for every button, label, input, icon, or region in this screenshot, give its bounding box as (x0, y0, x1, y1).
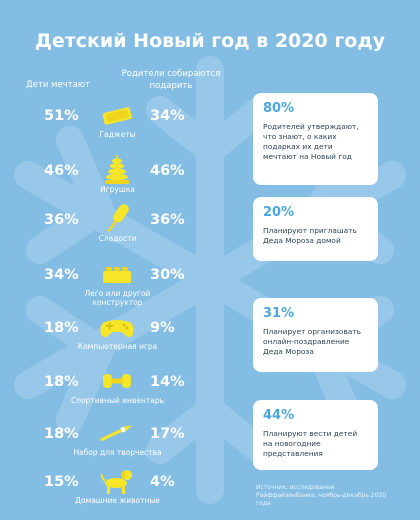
card-text: Планируют вести детей на новогодние пред… (263, 429, 358, 458)
pyramid-toy-icon (105, 155, 129, 184)
popsicle-icon (107, 204, 129, 232)
category-label: Спортивный инвентарь (70, 396, 165, 405)
category-label: Домашние животные (75, 496, 160, 505)
table-row: 18% 17% Набор для творчества (0, 420, 230, 476)
card-text: Родителей утверждают, что знают, о каких… (263, 122, 359, 161)
category-label: Игрушка (100, 185, 135, 194)
column-header-kids: Дети мечтают (26, 80, 90, 90)
parents-value: 14% (150, 374, 185, 390)
kids-value: 46% (44, 163, 79, 179)
category-label: Набор для творчества (73, 448, 162, 457)
parents-value: 17% (150, 426, 185, 442)
kids-value: 18% (44, 426, 79, 442)
parents-value: 9% (150, 320, 175, 336)
paintbrush-icon (100, 425, 133, 442)
card-value: 80% (263, 101, 295, 116)
kids-value: 34% (44, 267, 79, 283)
dog-icon (100, 470, 132, 494)
info-card: 20% Планируют приглашать Деда Мороза дом… (253, 197, 378, 261)
category-label: Гаджеты (99, 130, 136, 139)
parents-value: 4% (150, 474, 175, 490)
kids-value: 36% (44, 212, 79, 228)
source-note: Источник: исследование Райффайзенбанка, … (256, 484, 387, 507)
page-title: Детский Новый год в 2020 году (34, 30, 386, 52)
category-label: Лего или другой конструктор (84, 289, 151, 307)
table-row: 18% 14% Спортивный инвентарь (0, 368, 230, 424)
card-value: 20% (263, 205, 295, 220)
column-header-parents: Родители собираются подарить (121, 69, 221, 91)
info-card: 80% Родителей утверждают, что знают, о к… (253, 93, 378, 185)
kids-value: 51% (44, 108, 79, 124)
kids-value: 18% (44, 374, 79, 390)
category-label: Сладости (98, 234, 137, 243)
info-card: 44% Планируют вести детей на новогодние … (253, 400, 378, 470)
parents-value: 30% (150, 267, 185, 283)
card-text: Планирует организовать онлайн-поздравлен… (263, 327, 361, 356)
card-value: 44% (263, 408, 295, 423)
card-value: 31% (263, 306, 295, 321)
table-row: 36% 36% Сладости (0, 204, 230, 262)
table-row: 34% 30% Лего или другой конструктор (0, 261, 230, 317)
gamepad-icon (100, 320, 134, 338)
dumbbell-icon (103, 374, 131, 388)
table-row: 15% 4% Домашние животные (0, 468, 230, 520)
category-label: Компьютерная игра (77, 342, 158, 351)
parents-value: 34% (150, 108, 185, 124)
parents-value: 46% (150, 163, 185, 179)
kids-value: 18% (44, 320, 79, 336)
table-row: 46% 46% Игрушка (0, 155, 230, 213)
table-row: 18% 9% Компьютерная игра (0, 314, 230, 370)
card-text: Планируют приглашать Деда Мороза домой (263, 226, 357, 245)
lego-brick-icon (103, 267, 131, 283)
parents-value: 36% (150, 212, 185, 228)
gadget-icon (102, 107, 132, 125)
table-row: 51% 34% Гаджеты (0, 102, 230, 158)
kids-value: 15% (44, 474, 79, 490)
info-card: 31% Планирует организовать онлайн-поздра… (253, 298, 378, 372)
